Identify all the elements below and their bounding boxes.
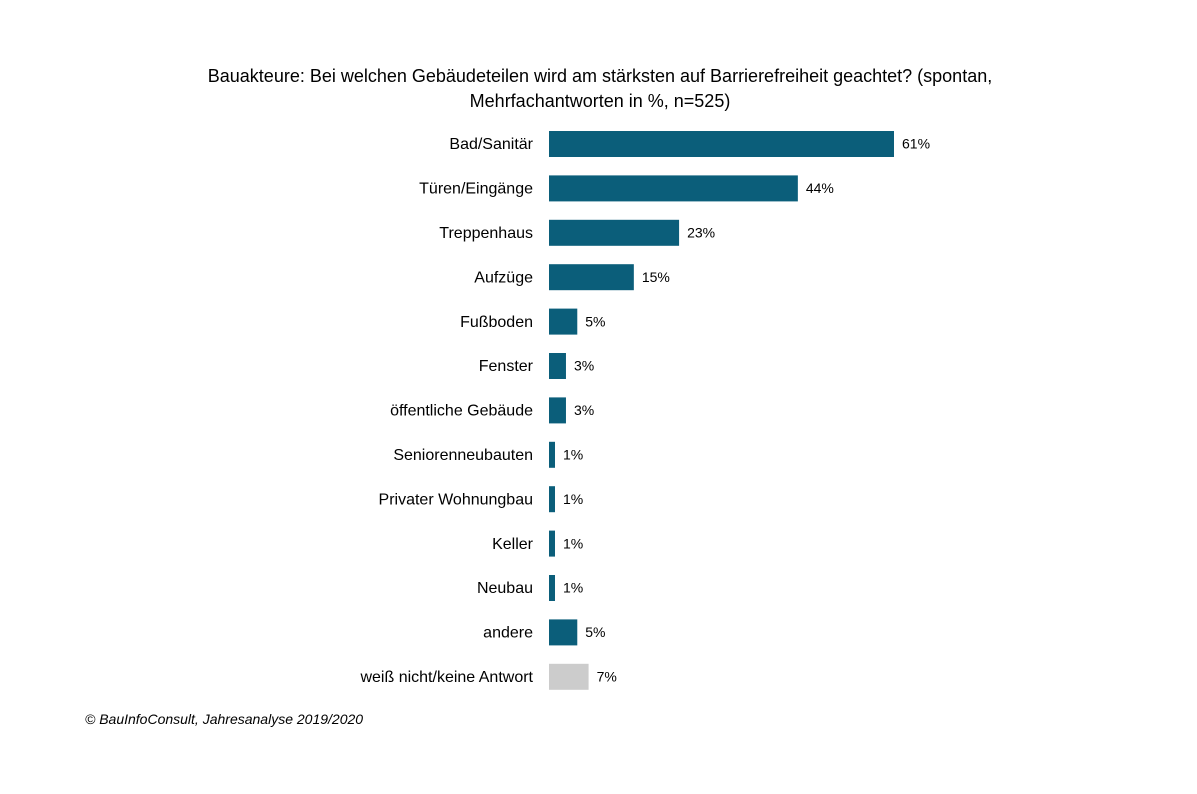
data-label: 5% (585, 624, 605, 640)
bar (549, 663, 589, 690)
data-label: 7% (597, 669, 617, 685)
category-label: Fußboden (460, 314, 533, 331)
category-label: Privater Wohnungbau (379, 491, 533, 508)
data-label: 23% (687, 225, 715, 241)
category-label: andere (483, 625, 533, 642)
bar (549, 530, 555, 557)
category-label: Bad/Sanitär (449, 136, 533, 153)
chart-title: Bauakteure: Bei welchen Gebäudeteilen wi… (100, 64, 1100, 114)
data-label: 1% (563, 491, 583, 507)
bar (549, 264, 634, 291)
bar-row: Bad/Sanitär 61% (449, 131, 930, 157)
bar (549, 219, 680, 246)
data-label: 1% (563, 580, 583, 596)
bar (549, 619, 578, 646)
data-label: 3% (574, 402, 594, 418)
category-label: Aufzüge (474, 269, 533, 286)
bar-row: weiß nicht/keine Antwort 7% (359, 663, 617, 690)
bar-row: Keller 1% (492, 530, 583, 557)
category-label: weiß nicht/keine Antwort (359, 669, 533, 686)
data-label: 44% (806, 180, 834, 196)
data-label: 1% (563, 447, 583, 463)
bar-row: andere 5% (483, 619, 606, 646)
bar (549, 486, 555, 513)
bar-row: Aufzüge 15% (474, 264, 670, 291)
bar-row: Fenster 3% (479, 353, 594, 379)
category-label: öffentliche Gebäude (390, 403, 533, 420)
bar (549, 441, 555, 468)
bar (549, 175, 798, 202)
bar-row: Türen/Eingänge 44% (419, 175, 834, 202)
chart-title-line-2: Mehrfachantworten in %, n=525) (469, 91, 731, 111)
category-label: Seniorenneubauten (393, 447, 533, 464)
chart-title-line-1: Bauakteure: Bei welchen Gebäudeteilen wi… (207, 66, 993, 86)
bar (549, 575, 555, 601)
bar (549, 308, 578, 335)
bar (549, 353, 566, 379)
bar-row: Treppenhaus 23% (439, 219, 715, 246)
bar-row: Seniorenneubauten 1% (393, 441, 583, 468)
data-label: 5% (585, 313, 605, 329)
category-label: Neubau (477, 580, 533, 597)
category-label: Keller (492, 536, 534, 553)
data-label: 61% (902, 136, 930, 152)
data-label: 15% (642, 269, 670, 285)
source-note: © BauInfoConsult, Jahresanalyse 2019/202… (85, 711, 364, 727)
category-label: Fenster (479, 358, 534, 375)
category-label: Türen/Eingänge (419, 181, 533, 198)
category-label: Treppenhaus (439, 225, 533, 242)
bar-row: öffentliche Gebäude 3% (390, 397, 594, 424)
bar-row: Fußboden 5% (460, 308, 606, 335)
data-label: 1% (563, 535, 583, 551)
bar (549, 131, 894, 157)
bar-row: Privater Wohnungbau 1% (379, 486, 583, 513)
bar-row: Neubau 1% (477, 575, 583, 601)
data-label: 3% (574, 358, 594, 374)
bar (549, 397, 566, 424)
